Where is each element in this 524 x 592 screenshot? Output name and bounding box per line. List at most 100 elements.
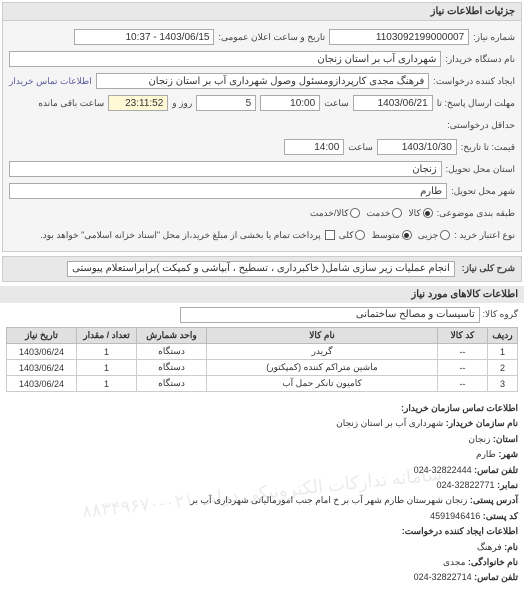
- province-value: زنجان: [9, 161, 442, 177]
- row-atleast: حداقل درخواستی:: [9, 115, 515, 135]
- installment-checkbox[interactable]: [325, 230, 335, 240]
- row-response-deadline: مهلت ارسال پاسخ: تا 1403/06/21 ساعت 10:0…: [9, 93, 515, 113]
- table-cell: 3: [488, 376, 518, 392]
- ccity-label: شهر:: [498, 449, 518, 459]
- panel-body: شماره نیاز: 1103092199000007 تاریخ و ساع…: [3, 21, 521, 251]
- col-4: تعداد / مقدار: [77, 328, 137, 344]
- classification-option-1[interactable]: خدمت: [366, 208, 402, 219]
- radio-icon: [440, 230, 450, 240]
- fname-label: نام:: [504, 542, 518, 552]
- addr-label: آدرس پستی:: [470, 495, 518, 505]
- lname-label: نام خانوادگی:: [468, 557, 518, 567]
- city-value: طارم: [9, 183, 447, 199]
- col-2: نام کالا: [207, 328, 438, 344]
- table-cell: 1403/06/24: [7, 344, 77, 360]
- table-cell: --: [438, 360, 488, 376]
- number-value: 1103092199000007: [329, 29, 469, 45]
- table-row: 3--کامیون تانکر حمل آبدستگاه11403/06/24: [7, 376, 518, 392]
- time-label-2: ساعت: [348, 142, 373, 153]
- validity-label: قیمت: تا تاریخ:: [461, 142, 515, 153]
- buyer-value: شهرداری آب بر استان زنجان: [9, 51, 441, 67]
- classification-label: طبقه بندی موضوعی:: [437, 208, 515, 219]
- days-remaining: 5: [196, 95, 256, 111]
- table-cell: --: [438, 376, 488, 392]
- purchase-type-radios: جزیی متوسط کلی: [339, 230, 451, 241]
- row-province: استان محل تحویل: زنجان: [9, 159, 515, 179]
- purchase-option-2[interactable]: کلی: [339, 230, 366, 241]
- contact-link[interactable]: اطلاعات تماس خریدار: [9, 76, 92, 87]
- table-cell: --: [438, 344, 488, 360]
- need-desc-value: انجام عملیات زیر سازی شامل( خاکبرداری ، …: [67, 261, 455, 277]
- response-time: 10:00: [260, 95, 320, 111]
- org-label: نام سازمان خریدار:: [446, 418, 518, 428]
- public-datetime-value: 1403/06/15 - 10:37: [74, 29, 214, 45]
- validity-time: 14:00: [284, 139, 344, 155]
- col-0: ردیف: [488, 328, 518, 344]
- need-desc-label: شرح کلی نیاز:: [462, 263, 515, 273]
- countdown: 23:11:52: [108, 95, 168, 111]
- row-validity: قیمت: تا تاریخ: 1403/10/30 ساعت 14:00: [9, 137, 515, 157]
- table-cell: گریدر: [207, 344, 438, 360]
- purchase-option-1[interactable]: متوسط: [371, 230, 411, 241]
- table-cell: 1: [77, 376, 137, 392]
- table-row: 2--ماشین متراکم کننده (کمپکتور)دستگاه114…: [7, 360, 518, 376]
- table-cell: کامیون تانکر حمل آب: [207, 376, 438, 392]
- fax-value: 32822771-024: [436, 480, 494, 490]
- phone-value: 32822444-024: [414, 465, 472, 475]
- table-cell: دستگاه: [137, 344, 207, 360]
- ccity-value: طارم: [476, 449, 496, 459]
- classification-option-0[interactable]: کالا: [408, 208, 432, 219]
- province-label: استان محل تحویل:: [446, 164, 515, 175]
- time-label-1: ساعت: [324, 98, 349, 109]
- creator-title: اطلاعات ایجاد کننده درخواست:: [402, 526, 518, 536]
- pcode-value: 4591946416: [430, 511, 480, 521]
- goods-group-row: گروه کالا: تاسیسات و مصالح ساختمانی: [0, 305, 524, 325]
- table-cell: دستگاه: [137, 360, 207, 376]
- response-deadline-label: مهلت ارسال پاسخ: تا: [437, 98, 515, 109]
- classification-opt-0: کالا: [408, 208, 420, 219]
- table-cell: دستگاه: [137, 376, 207, 392]
- cphone-value: 32822714-024: [414, 572, 472, 582]
- row-buyer: نام دستگاه خریدار: شهرداری آب بر استان ز…: [9, 49, 515, 69]
- classification-option-2[interactable]: کالا/خدمت: [310, 208, 361, 219]
- public-datetime-label: تاریخ و ساعت اعلان عمومی:: [218, 32, 325, 43]
- purchase-opt-2: کلی: [339, 230, 354, 241]
- fname-value: فرهنگ: [477, 542, 502, 552]
- pcode-label: کد پستی:: [483, 511, 518, 521]
- radio-icon: [392, 208, 402, 218]
- radio-icon: [350, 208, 360, 218]
- table-cell: 1: [77, 360, 137, 376]
- row-number: شماره نیاز: 1103092199000007 تاریخ و ساع…: [9, 27, 515, 47]
- purchase-type-label: نوع اعتبار خرید :: [454, 230, 515, 241]
- purchase-opt-0: جزیی: [418, 230, 439, 241]
- table-cell: ماشین متراکم کننده (کمپکتور): [207, 360, 438, 376]
- purchase-option-0[interactable]: جزیی: [418, 230, 451, 241]
- cprovince-value: زنجان: [468, 434, 490, 444]
- table-cell: 1: [488, 344, 518, 360]
- requester-label: ایجاد کننده درخواست:: [433, 76, 515, 87]
- requester-value: فرهنگ مجدی کارپردازومسئول وصول شهرداری آ…: [96, 73, 430, 89]
- classification-opt-2: کالا/خدمت: [310, 208, 349, 219]
- table-cell: 1: [77, 344, 137, 360]
- radio-icon: [402, 230, 412, 240]
- org-value: شهرداری آب بر استان زنجان: [336, 418, 443, 428]
- contact-title: اطلاعات تماس سازمان خریدار:: [401, 403, 518, 413]
- row-city: شهر محل تحویل: طارم: [9, 181, 515, 201]
- panel-title: جزئیات اطلاعات نیاز: [3, 3, 521, 21]
- classification-radios: کالا خدمت کالا/خدمت: [310, 208, 433, 219]
- goods-group-label: گروه کالا:: [483, 309, 518, 319]
- goods-table: ردیف کد کالا نام کالا واحد شمارش تعداد /…: [6, 327, 518, 392]
- radio-icon: [355, 230, 365, 240]
- atleast-label: حداقل درخواستی:: [447, 120, 515, 131]
- city-label: شهر محل تحویل:: [451, 186, 515, 197]
- cprovince-label: استان:: [493, 434, 518, 444]
- days-label: روز و: [172, 98, 192, 109]
- response-date: 1403/06/21: [353, 95, 433, 111]
- remaining-label: ساعت باقی مانده: [38, 98, 104, 109]
- table-row: 1--گریدردستگاه11403/06/24: [7, 344, 518, 360]
- col-3: واحد شمارش: [137, 328, 207, 344]
- goods-group-value: تاسیسات و مصالح ساختمانی: [180, 307, 480, 323]
- goods-section-title: اطلاعات کالاهای مورد نیاز: [0, 286, 524, 303]
- table-cell: 1403/06/24: [7, 376, 77, 392]
- purchase-opt-1: متوسط: [371, 230, 399, 241]
